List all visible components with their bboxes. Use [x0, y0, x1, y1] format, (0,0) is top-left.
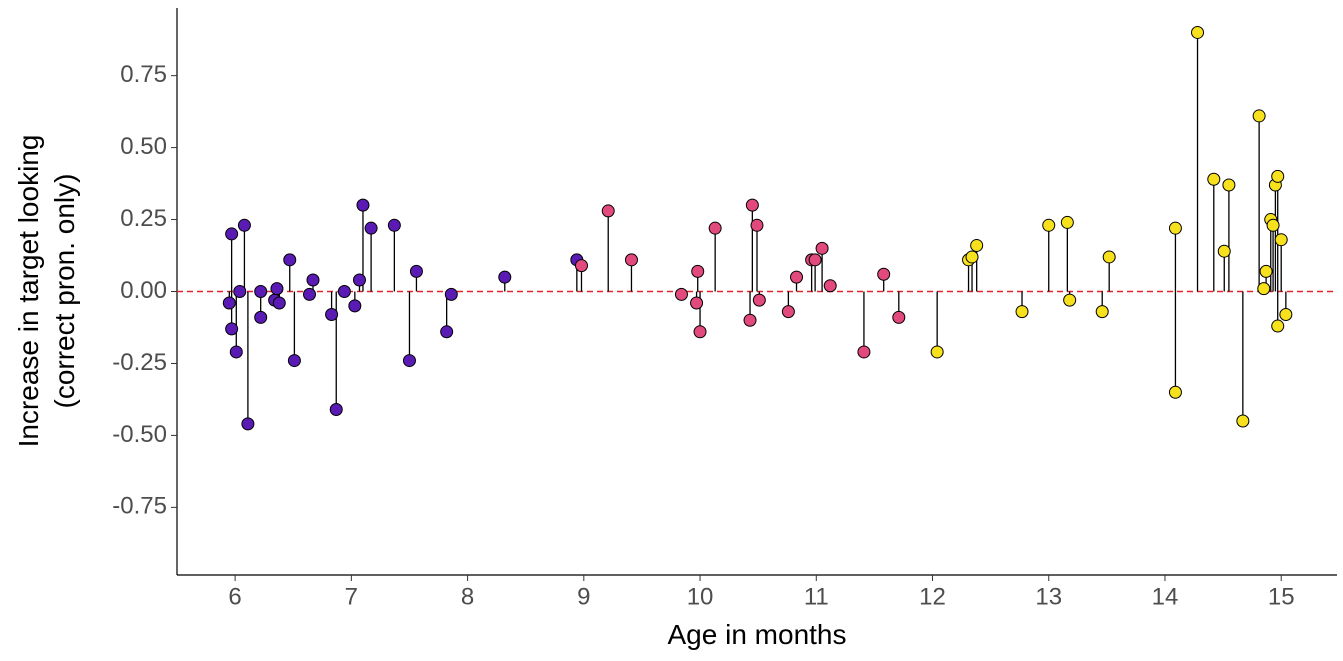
point — [970, 238, 984, 252]
point — [498, 270, 512, 284]
point — [409, 264, 423, 278]
point — [857, 345, 871, 359]
x-axis-title: Age in months — [668, 619, 847, 650]
point — [930, 345, 944, 359]
point — [233, 285, 247, 298]
point — [387, 218, 401, 232]
point — [229, 345, 243, 359]
point — [743, 313, 757, 327]
y-tick-label: 0.75 — [120, 61, 167, 88]
x-tick-label: 8 — [461, 583, 474, 610]
point — [222, 296, 236, 310]
x-tick-label: 15 — [1268, 583, 1295, 610]
x-tick-label: 10 — [687, 583, 714, 610]
point — [1168, 385, 1182, 399]
point — [303, 287, 317, 301]
point — [790, 270, 804, 284]
point — [254, 310, 268, 324]
point — [348, 299, 362, 313]
point — [1095, 305, 1109, 319]
x-tick-label: 14 — [1152, 583, 1179, 610]
point — [1252, 109, 1266, 123]
point — [1266, 218, 1280, 232]
y-tick-label: -0.75 — [112, 493, 167, 520]
point — [674, 287, 688, 301]
point — [877, 267, 891, 281]
y-axis-title: (correct pron. only) — [49, 174, 80, 409]
point — [892, 310, 906, 324]
point — [781, 305, 795, 319]
point — [1191, 25, 1205, 39]
point — [1271, 169, 1285, 183]
point — [1063, 293, 1077, 307]
point — [356, 198, 370, 212]
point — [402, 354, 416, 368]
point — [750, 218, 764, 232]
point — [1259, 264, 1273, 278]
point — [337, 285, 351, 298]
x-tick-label: 12 — [919, 583, 946, 610]
point — [965, 250, 979, 264]
point — [329, 403, 343, 417]
x-tick-label: 6 — [228, 583, 241, 610]
point — [272, 296, 286, 310]
point — [1217, 244, 1231, 258]
point — [364, 221, 378, 235]
point — [691, 264, 705, 278]
point — [693, 325, 707, 339]
point — [1042, 218, 1056, 232]
point — [1060, 215, 1074, 229]
point — [1207, 172, 1221, 186]
point — [306, 273, 320, 287]
point — [1274, 233, 1288, 247]
y-tick-label: -0.50 — [112, 421, 167, 448]
point — [270, 282, 284, 296]
point — [1236, 414, 1250, 428]
x-tick-label: 9 — [577, 583, 590, 610]
point — [745, 198, 759, 212]
point — [444, 287, 458, 301]
point — [1015, 305, 1029, 319]
point — [1222, 178, 1236, 192]
point — [352, 273, 366, 287]
y-tick-label: 0.50 — [120, 133, 167, 160]
point — [237, 218, 251, 232]
point — [225, 227, 239, 241]
point — [708, 221, 722, 235]
point — [1102, 250, 1116, 264]
point — [325, 308, 339, 322]
y-tick-label: -0.25 — [112, 349, 167, 376]
point — [1168, 221, 1182, 235]
x-tick-label: 13 — [1035, 583, 1062, 610]
y-tick-label: 0.00 — [120, 277, 167, 304]
point — [601, 204, 615, 218]
point — [1257, 282, 1271, 296]
point — [1271, 319, 1285, 333]
point — [624, 253, 638, 267]
point — [283, 253, 297, 267]
point — [808, 253, 822, 267]
point — [752, 293, 766, 307]
y-axis-title: Increase in target looking — [13, 135, 44, 448]
point — [815, 241, 829, 255]
point — [254, 285, 268, 298]
point — [287, 354, 301, 368]
x-tick-label: 11 — [804, 583, 829, 610]
point — [440, 325, 454, 339]
point — [241, 417, 255, 431]
y-tick-label: 0.25 — [120, 205, 167, 232]
point — [225, 322, 239, 336]
point — [690, 296, 704, 310]
point — [823, 279, 837, 293]
point — [1279, 308, 1293, 322]
point — [574, 259, 588, 273]
x-tick-label: 7 — [345, 583, 358, 610]
